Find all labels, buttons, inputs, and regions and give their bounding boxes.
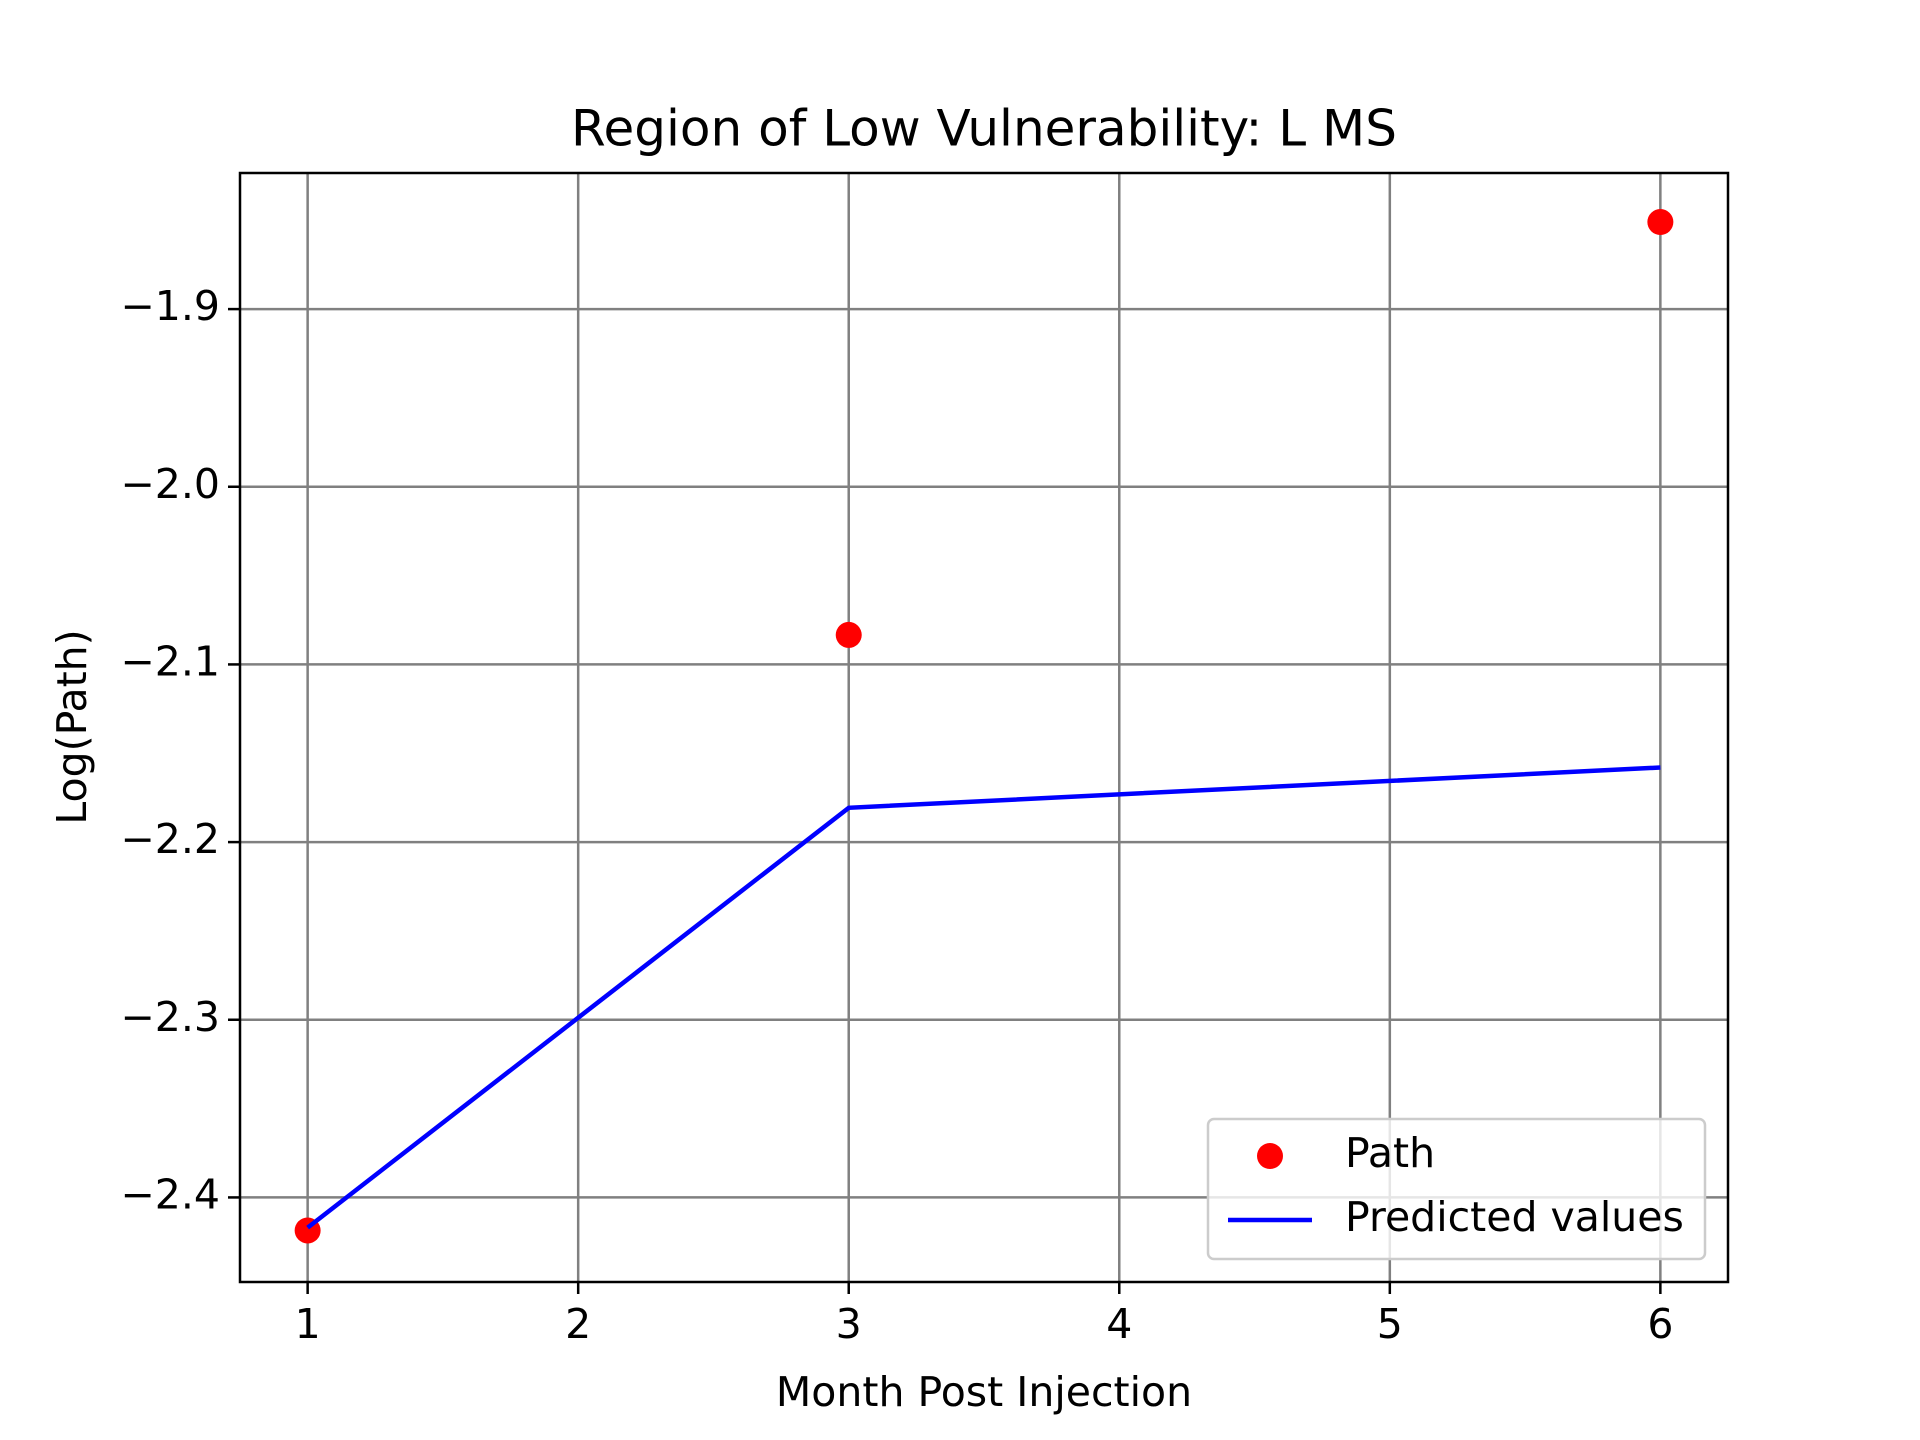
x-tick-label: 2 (565, 1300, 591, 1348)
legend: Path Predicted values (1206, 1117, 1707, 1261)
y-tick-label: −2.1 (120, 637, 220, 685)
y-axis-label: Log(Path) (48, 629, 96, 824)
x-tick-label: 6 (1647, 1300, 1673, 1348)
x-tick-label: 5 (1377, 1300, 1403, 1348)
legend-box (1206, 1117, 1707, 1261)
y-tick-label: −2.4 (120, 1170, 220, 1218)
data-point (1647, 209, 1674, 236)
y-tick-label: −2.3 (120, 993, 220, 1041)
legend-marker (1257, 1143, 1283, 1169)
x-tick-label: 4 (1106, 1300, 1132, 1348)
chart-title: Region of Low Vulnerability: L MS (571, 100, 1397, 158)
legend-label: Path (1345, 1129, 1435, 1177)
plot-frame (238, 171, 1730, 1284)
y-tick-label: −1.9 (120, 282, 220, 330)
data-point (835, 621, 862, 648)
x-tick-label: 3 (836, 1300, 862, 1348)
x-axis-label: Month Post Injection (776, 1368, 1192, 1416)
y-tick-label: −2.0 (120, 460, 220, 508)
data-line (306, 765, 1661, 1230)
x-tick-label: 1 (295, 1300, 321, 1348)
legend-label: Predicted values (1345, 1193, 1684, 1241)
y-tick-label: −2.2 (120, 815, 220, 863)
